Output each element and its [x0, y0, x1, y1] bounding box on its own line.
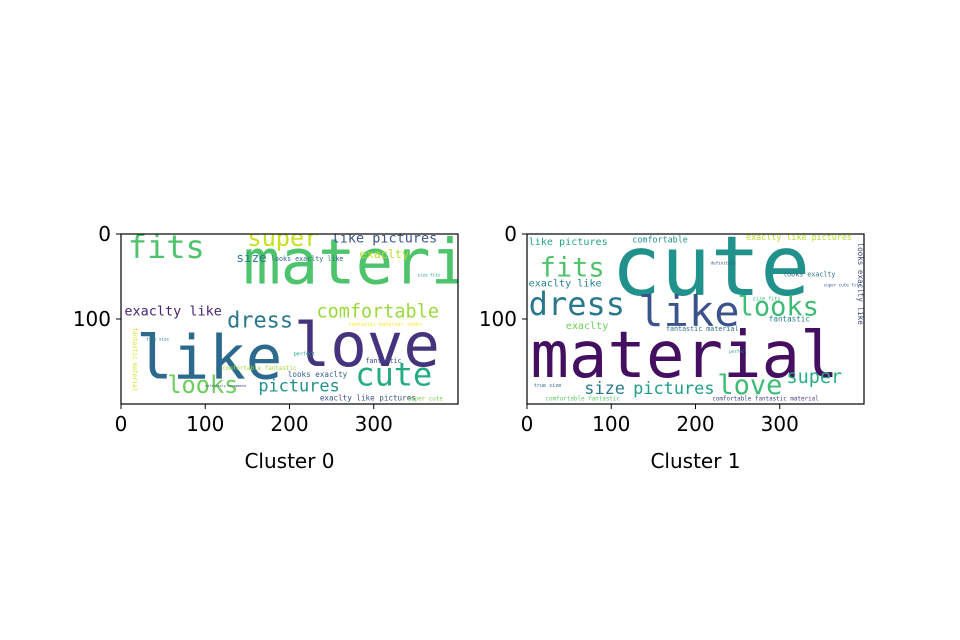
word-0-8: looks exaclty like: [271, 255, 343, 263]
x-tick-label: 100: [592, 412, 630, 436]
x-tick-label: 300: [761, 412, 799, 436]
word-1-20: comfortable fantastic: [546, 397, 621, 403]
y-tick-label: 0: [504, 222, 517, 246]
word-1-1: material: [530, 319, 838, 393]
y-tick-label: 100: [73, 307, 111, 331]
word-0-2: love: [294, 311, 440, 381]
word-0-12: cute: [355, 355, 432, 393]
word-1-15: fantastic: [769, 315, 810, 324]
word-0-23: fantastic material looks: [348, 322, 422, 328]
x-tick-label: 100: [186, 412, 224, 436]
x-tick-label: 200: [676, 412, 714, 436]
plot-area: [527, 234, 864, 404]
word-0-21: true size: [146, 336, 169, 341]
word-0-5: like pictures: [332, 231, 438, 247]
word-0-3: fits: [128, 228, 205, 266]
word-0-13: looks: [167, 371, 238, 399]
plot-area: [121, 234, 458, 404]
word-0-20: super cute: [407, 397, 443, 403]
word-0-11: dress: [227, 309, 293, 334]
y-tick-label: 100: [479, 307, 517, 331]
word-1-9: pictures: [633, 378, 714, 398]
word-1-18: looks exaclty: [783, 271, 835, 279]
word-0-0: material: [243, 225, 543, 298]
word-1-11: comfortable: [632, 235, 687, 245]
word-0-24: definitely recommend: [205, 384, 246, 388]
x-axis-label: Cluster 1: [650, 449, 740, 473]
word-0-6: size: [236, 250, 266, 265]
word-0-9: comfortable: [316, 301, 439, 322]
y-tick-label: 0: [98, 222, 111, 246]
word-0-22: size fits: [418, 273, 441, 278]
word-0-1: like: [136, 324, 282, 394]
word-1-2: like: [638, 287, 739, 336]
word-1-7: super: [786, 367, 842, 388]
x-tick-label: 200: [270, 412, 308, 436]
word-1-17: looks exaclty like: [856, 243, 865, 326]
word-0-17: exaclty like pictures: [320, 394, 416, 403]
word-1-23: definitely: [711, 261, 737, 266]
word-0-25: perfect: [294, 352, 315, 358]
word-0-18: comfortable fantastic: [222, 366, 297, 372]
x-axis-label: Cluster 0: [244, 449, 334, 473]
word-1-25: size fits: [753, 296, 781, 302]
x-tick-label: 0: [521, 412, 534, 436]
word-1-19: comfortable fantastic material: [712, 397, 818, 403]
word-1-24: perfect: [729, 349, 747, 354]
word-1-5: looks: [738, 292, 819, 323]
word-0-16: looks exaclty: [288, 370, 348, 379]
word-1-6: love: [717, 370, 782, 401]
word-1-12: exaclty like pictures: [746, 232, 852, 242]
word-0-7: exaclty: [359, 247, 409, 261]
word-1-10: like pictures: [529, 237, 608, 248]
word-1-21: true size: [534, 383, 562, 389]
word-0-19: fantastic material: [131, 328, 137, 392]
x-tick-label: 0: [115, 412, 128, 436]
word-1-4: fits: [540, 253, 605, 284]
word-0-4: super: [247, 224, 318, 252]
word-0-15: fantastic: [365, 357, 401, 365]
word-layer: material like love fits super like pictures si…: [124, 224, 543, 403]
word-1-13: exaclty like: [529, 279, 602, 290]
x-tick-label: 300: [355, 412, 393, 436]
word-1-22: super cute fits: [824, 283, 862, 288]
word-1-16: fantastic material: [666, 325, 738, 333]
word-0-10: exaclty like: [124, 304, 222, 320]
word-1-3: dress: [529, 285, 625, 323]
word-1-0: cute: [611, 219, 810, 315]
word-1-8: size: [584, 378, 625, 398]
word-1-14: exaclty: [566, 321, 609, 332]
wordcloud-panel-cluster-0: material like love fits super like pictures si…: [73, 222, 543, 473]
word-0-14: pictures: [258, 375, 339, 395]
